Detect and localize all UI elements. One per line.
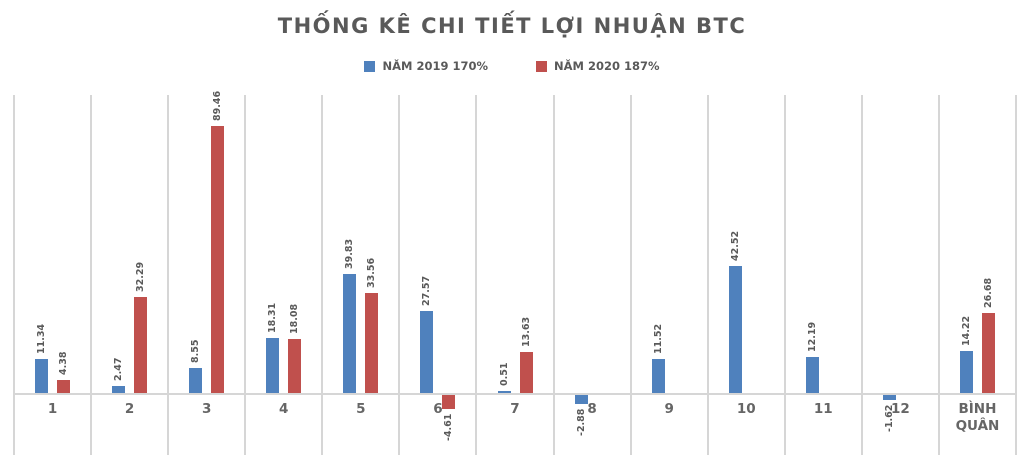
data-label-2019-3: 8.55 bbox=[190, 339, 202, 363]
legend-item-2019: NĂM 2019 170% bbox=[364, 59, 488, 73]
data-label-2020-5: 33.56 bbox=[366, 257, 378, 288]
bar-2019-4 bbox=[266, 338, 280, 393]
data-label-2019-12: -1.62 bbox=[883, 404, 895, 432]
vertical-gridline bbox=[13, 95, 15, 455]
bar-2019-5 bbox=[343, 274, 357, 393]
bar-2019-12 bbox=[882, 395, 896, 400]
vertical-gridline bbox=[398, 95, 401, 455]
data-label-2020-6: -4.61 bbox=[443, 413, 455, 441]
bar-2020-5 bbox=[365, 292, 379, 393]
bar-2019-6 bbox=[420, 310, 434, 393]
bar-2019-1 bbox=[35, 359, 49, 393]
data-label-2019-2: 2.47 bbox=[113, 357, 125, 381]
vertical-gridline bbox=[167, 95, 170, 455]
vertical-gridline bbox=[90, 95, 93, 455]
category-label-9: 9 bbox=[664, 401, 674, 417]
category-label-bình-quân: BÌNH QUÂN bbox=[955, 401, 1000, 434]
category-label-11: 11 bbox=[813, 401, 833, 417]
legend-item-2020: NĂM 2020 187% bbox=[536, 59, 660, 73]
category-label-4: 4 bbox=[279, 401, 289, 417]
category-label-10: 10 bbox=[736, 401, 756, 417]
vertical-gridline bbox=[783, 95, 786, 455]
data-label-2019-4: 18.31 bbox=[267, 303, 279, 334]
data-label-2020-3: 89.46 bbox=[212, 91, 224, 122]
x-axis-line bbox=[14, 393, 1016, 395]
vertical-gridline bbox=[1015, 95, 1017, 455]
legend-label-2019: NĂM 2019 170% bbox=[382, 59, 488, 73]
vertical-gridline bbox=[629, 95, 632, 455]
category-label-7: 7 bbox=[510, 401, 520, 417]
vertical-gridline bbox=[552, 95, 555, 455]
category-label-8: 8 bbox=[587, 401, 597, 417]
legend-label-2020: NĂM 2020 187% bbox=[554, 59, 660, 73]
bar-2019-9 bbox=[651, 358, 665, 393]
data-label-2019-7: 0.51 bbox=[498, 363, 510, 387]
vertical-gridline bbox=[860, 95, 863, 455]
vertical-gridline bbox=[706, 95, 709, 455]
bar-2019-7 bbox=[497, 391, 511, 393]
data-label-2019-5: 39.83 bbox=[344, 239, 356, 270]
bar-2019-10 bbox=[728, 266, 742, 393]
data-label-2019-9: 11.52 bbox=[652, 323, 664, 354]
category-label-3: 3 bbox=[201, 401, 212, 417]
bar-2020-1 bbox=[57, 379, 71, 393]
bar-2019-3 bbox=[189, 367, 203, 393]
data-label-2020-7: 13.63 bbox=[520, 317, 532, 348]
bar-2019-bình-quân bbox=[959, 350, 973, 393]
bar-2019-2 bbox=[112, 385, 126, 393]
vertical-gridline bbox=[475, 95, 478, 455]
bar-2019-8 bbox=[574, 395, 588, 404]
data-label-2020-2: 32.29 bbox=[135, 261, 147, 292]
bar-2019-11 bbox=[805, 356, 819, 393]
chart-legend: NĂM 2019 170% NĂM 2020 187% bbox=[0, 59, 1024, 73]
category-label-6: 6 bbox=[433, 401, 443, 417]
data-label-2019-10: 42.52 bbox=[729, 231, 741, 262]
data-label-2020-bình-quân: 26.68 bbox=[982, 278, 994, 309]
vertical-gridline bbox=[244, 95, 247, 455]
category-label-5: 5 bbox=[356, 401, 366, 417]
category-label-2: 2 bbox=[124, 401, 135, 417]
bar-2020-bình-quân bbox=[981, 313, 995, 393]
bar-2020-6 bbox=[442, 395, 456, 409]
data-label-2019-11: 12.19 bbox=[806, 321, 818, 352]
vertical-gridline bbox=[321, 95, 324, 455]
bar-2020-4 bbox=[288, 339, 302, 393]
bar-2020-3 bbox=[211, 126, 225, 393]
legend-swatch-2019-icon bbox=[364, 60, 376, 72]
data-label-2019-6: 27.57 bbox=[421, 275, 433, 306]
data-label-2019-1: 11.34 bbox=[36, 324, 48, 355]
bar-2020-7 bbox=[519, 352, 533, 393]
bar-2020-2 bbox=[134, 296, 148, 393]
data-label-2020-1: 4.38 bbox=[58, 351, 70, 375]
vertical-gridline bbox=[937, 95, 940, 455]
chart-title: THỐNG KÊ CHI TIẾT LỢI NHUẬN BTC bbox=[277, 14, 747, 38]
data-label-2019-bình-quân: 14.22 bbox=[960, 315, 972, 346]
legend-swatch-2020-icon bbox=[536, 60, 547, 72]
category-label-1: 1 bbox=[47, 401, 58, 417]
data-label-2020-4: 18.08 bbox=[289, 304, 301, 335]
category-label-12: 12 bbox=[890, 401, 910, 417]
data-label-2019-8: -2.88 bbox=[575, 408, 587, 436]
